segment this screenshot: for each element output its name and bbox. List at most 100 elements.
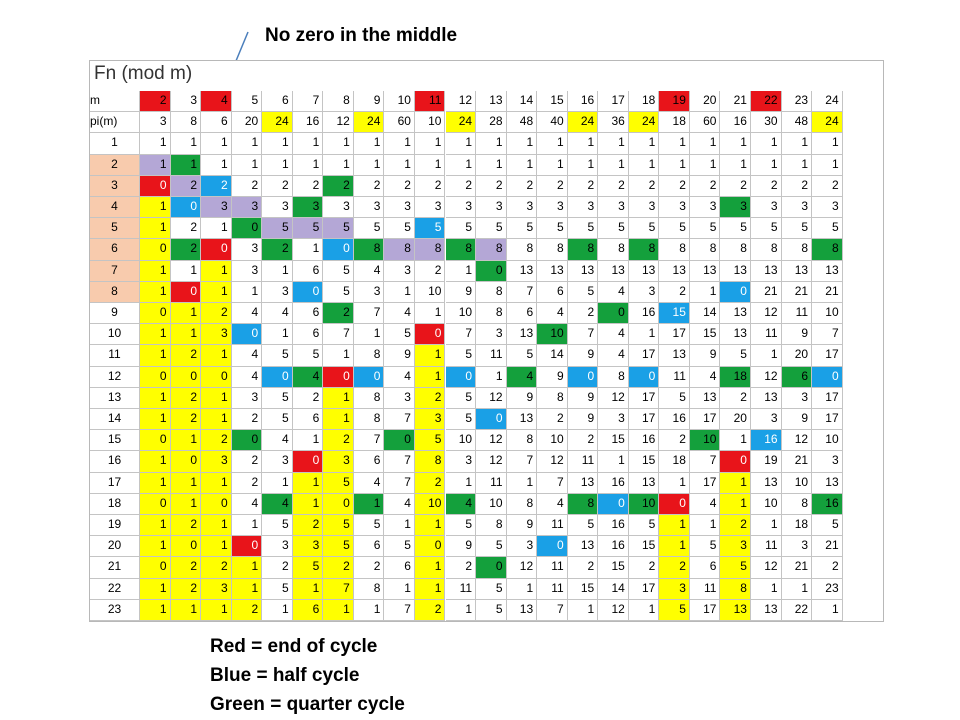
- grid-cell: 1: [292, 154, 324, 176]
- grid-cell: 0: [476, 260, 507, 282]
- grid-cell: 1: [140, 599, 171, 621]
- grid-cell: 2: [323, 430, 354, 452]
- grid-cell: 0: [384, 430, 415, 452]
- grid-cell: 13: [506, 324, 538, 346]
- grid-cell: 8: [598, 239, 629, 261]
- grid-cell: 0: [231, 536, 263, 558]
- grid-cell: 21: [781, 557, 813, 579]
- grid-cell: 2: [414, 387, 446, 409]
- grid-cell: 3: [262, 197, 293, 219]
- grid-cell: 3: [659, 197, 690, 219]
- legend-red: Red = end of cycle: [210, 636, 378, 657]
- header-pi-cell: 48: [506, 112, 538, 134]
- grid-cell: 1: [353, 599, 385, 621]
- grid-cell: 3: [445, 451, 477, 473]
- grid-cell: 9: [384, 345, 415, 367]
- grid-cell: 3: [476, 324, 507, 346]
- grid-cell: 7: [506, 451, 538, 473]
- grid-cell: 1: [292, 578, 324, 600]
- grid-cell: 0: [201, 493, 232, 515]
- grid-cell: 10: [414, 493, 446, 515]
- grid-cell: 9: [506, 387, 538, 409]
- grid-cell: 8: [537, 239, 568, 261]
- grid-cell: 17: [812, 409, 843, 431]
- header-pi-cell: 24: [812, 112, 843, 134]
- grid-cell: 8: [598, 366, 629, 388]
- grid-cell: 1: [628, 324, 660, 346]
- grid-cell: 13: [751, 599, 782, 621]
- grid-cell: 5: [323, 260, 354, 282]
- grid-cell: 2: [659, 430, 690, 452]
- header-m-cell: 6: [262, 91, 293, 113]
- grid-cell: 1: [292, 133, 324, 155]
- grid-cell: 8: [506, 239, 538, 261]
- grid-cell: 0: [353, 366, 385, 388]
- grid-cell: 3: [628, 281, 660, 303]
- grid-cell: 13: [506, 599, 538, 621]
- grid-cell: 22: [781, 599, 813, 621]
- grid-cell: 0: [292, 281, 324, 303]
- grid-cell: 1: [231, 578, 263, 600]
- grid-cell: 10: [537, 430, 568, 452]
- header-m-cell: 7: [292, 91, 324, 113]
- grid-cell: 10: [781, 472, 813, 494]
- grid-cell: 3: [323, 197, 354, 219]
- row-label-n: 9: [90, 303, 140, 325]
- grid-cell: 4: [598, 345, 629, 367]
- header-m-cell: 16: [567, 91, 599, 113]
- header-m-cell: 24: [812, 91, 843, 113]
- grid-cell: 2: [201, 557, 232, 579]
- grid-cell: 3: [384, 260, 415, 282]
- grid-cell: 1: [445, 599, 477, 621]
- grid-cell: 13: [567, 536, 599, 558]
- grid-cell: 8: [353, 345, 385, 367]
- grid-cell: 15: [598, 430, 629, 452]
- header-m-cell: 21: [720, 91, 751, 113]
- grid-cell: 2: [231, 451, 263, 473]
- grid-cell: 5: [812, 218, 843, 240]
- header-m-cell: 8: [323, 91, 354, 113]
- grid-cell: 1: [140, 451, 171, 473]
- grid-cell: 3: [201, 451, 232, 473]
- grid-cell: 1: [689, 154, 721, 176]
- grid-cell: 8: [384, 239, 415, 261]
- grid-cell: 1: [506, 133, 538, 155]
- grid-cell: 0: [140, 493, 171, 515]
- grid-cell: 0: [476, 409, 507, 431]
- grid-cell: 14: [751, 621, 782, 622]
- grid-cell: 7: [384, 409, 415, 431]
- grid-cell: 3: [537, 197, 568, 219]
- grid-cell: 10: [445, 430, 477, 452]
- grid-cell: 10: [445, 303, 477, 325]
- grid-cell: 2: [598, 175, 629, 197]
- grid-cell: 1: [537, 154, 568, 176]
- grid-cell: 5: [506, 218, 538, 240]
- grid-cell: 1: [476, 133, 507, 155]
- header-pi-cell: 16: [720, 112, 751, 134]
- grid-cell: 9: [506, 515, 538, 537]
- grid-cell: 3: [781, 197, 813, 219]
- grid-cell: 17: [689, 599, 721, 621]
- grid-cell: 16: [598, 515, 629, 537]
- grid-cell: 4: [689, 493, 721, 515]
- grid-cell: 1: [445, 260, 477, 282]
- grid-cell: 18: [659, 451, 690, 473]
- grid-cell: 2: [353, 175, 385, 197]
- header-m-cell: 19: [659, 91, 690, 113]
- grid-cell: 13: [812, 472, 843, 494]
- grid-cell: 7: [689, 451, 721, 473]
- grid-cell: 5: [292, 218, 324, 240]
- grid-cell: 0: [354, 621, 385, 622]
- grid-cell: 1: [231, 154, 263, 176]
- header-m-cell: 4: [201, 91, 232, 113]
- grid-cell: 0: [446, 621, 477, 622]
- grid-cell: 9: [781, 324, 813, 346]
- grid-cell: 1: [170, 133, 202, 155]
- grid-cell: 3: [781, 387, 813, 409]
- grid-cell: 5: [262, 218, 293, 240]
- grid-cell: 0: [720, 621, 751, 622]
- grid-cell: 8: [353, 409, 385, 431]
- grid-cell: 6: [689, 557, 721, 579]
- header-pi-cell: 60: [689, 112, 721, 134]
- grid-cell: 5: [445, 515, 477, 537]
